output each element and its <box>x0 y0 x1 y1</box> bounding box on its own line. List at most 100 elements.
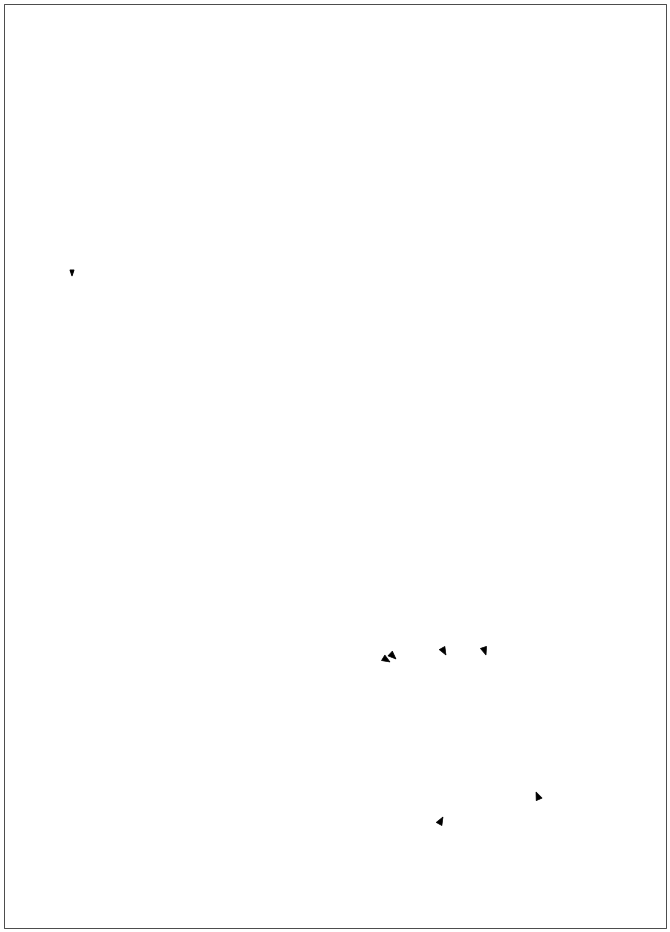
Ellipse shape <box>61 167 83 177</box>
Ellipse shape <box>478 747 508 767</box>
Ellipse shape <box>62 428 82 434</box>
Ellipse shape <box>66 335 78 337</box>
Ellipse shape <box>515 613 531 621</box>
Polygon shape <box>378 667 578 797</box>
Ellipse shape <box>369 94 395 103</box>
Ellipse shape <box>66 83 78 87</box>
Ellipse shape <box>551 73 569 77</box>
Ellipse shape <box>191 16 219 29</box>
Text: P V K 6 4 5 5: P V K 6 4 5 5 <box>585 911 650 920</box>
Ellipse shape <box>68 247 76 251</box>
Bar <box>65 27 79 37</box>
Ellipse shape <box>66 338 78 342</box>
Ellipse shape <box>199 231 211 236</box>
Ellipse shape <box>475 606 491 614</box>
Ellipse shape <box>198 248 212 253</box>
Ellipse shape <box>555 198 565 202</box>
Ellipse shape <box>196 92 214 98</box>
Ellipse shape <box>478 707 508 727</box>
Ellipse shape <box>553 226 567 231</box>
Ellipse shape <box>199 236 211 240</box>
Ellipse shape <box>553 232 567 236</box>
Circle shape <box>74 377 80 381</box>
Bar <box>514 617 532 657</box>
Ellipse shape <box>545 359 575 369</box>
Ellipse shape <box>551 92 569 98</box>
Ellipse shape <box>194 53 216 61</box>
Polygon shape <box>436 817 443 826</box>
Polygon shape <box>480 647 486 655</box>
Ellipse shape <box>65 51 79 57</box>
Bar <box>62 429 82 438</box>
Text: Detail A: Detail A <box>25 517 72 527</box>
Ellipse shape <box>545 295 575 305</box>
Ellipse shape <box>435 605 451 613</box>
Ellipse shape <box>199 227 211 231</box>
Ellipse shape <box>66 129 78 135</box>
Ellipse shape <box>553 210 567 214</box>
Ellipse shape <box>446 597 464 607</box>
Text: A 詳細: A 詳細 <box>25 504 48 514</box>
Ellipse shape <box>368 16 396 29</box>
Ellipse shape <box>383 707 413 727</box>
Ellipse shape <box>66 309 78 313</box>
Ellipse shape <box>64 295 80 299</box>
Ellipse shape <box>369 150 395 159</box>
Ellipse shape <box>526 606 544 614</box>
Bar <box>545 300 575 364</box>
Bar <box>369 99 395 155</box>
Ellipse shape <box>438 814 452 820</box>
Text: C: C <box>402 584 411 597</box>
Ellipse shape <box>66 235 78 239</box>
Ellipse shape <box>196 77 214 83</box>
Ellipse shape <box>190 341 220 351</box>
Bar <box>195 19 215 32</box>
Text: B 詳細: B 詳細 <box>148 360 172 370</box>
Ellipse shape <box>201 262 209 265</box>
Ellipse shape <box>66 320 78 324</box>
Ellipse shape <box>551 77 569 83</box>
Ellipse shape <box>553 237 567 241</box>
Ellipse shape <box>374 88 390 92</box>
Ellipse shape <box>374 77 390 83</box>
Ellipse shape <box>196 88 214 93</box>
Ellipse shape <box>550 54 570 60</box>
Bar <box>555 124 565 200</box>
Ellipse shape <box>428 747 458 767</box>
Ellipse shape <box>64 99 80 105</box>
Ellipse shape <box>553 254 567 259</box>
Circle shape <box>70 377 74 381</box>
Ellipse shape <box>551 82 569 88</box>
Ellipse shape <box>552 267 568 273</box>
Bar <box>200 124 210 200</box>
Ellipse shape <box>555 282 565 285</box>
Ellipse shape <box>390 618 406 626</box>
Bar <box>371 18 393 32</box>
Ellipse shape <box>63 114 81 118</box>
Text: C 詳細: C 詳細 <box>318 204 342 214</box>
Polygon shape <box>536 792 542 801</box>
Ellipse shape <box>390 658 406 666</box>
Ellipse shape <box>199 240 211 244</box>
Polygon shape <box>70 270 74 276</box>
Bar <box>550 18 570 32</box>
Ellipse shape <box>553 247 567 252</box>
Ellipse shape <box>66 342 78 346</box>
Polygon shape <box>578 645 616 797</box>
Text: B: B <box>406 870 416 883</box>
Ellipse shape <box>66 281 78 286</box>
Text: Detail C: Detail C <box>318 217 365 227</box>
Ellipse shape <box>197 108 213 116</box>
Ellipse shape <box>372 55 392 61</box>
Ellipse shape <box>553 241 567 246</box>
Ellipse shape <box>555 110 565 114</box>
Bar <box>190 282 220 346</box>
Bar <box>389 622 407 662</box>
Ellipse shape <box>369 165 395 173</box>
Ellipse shape <box>58 456 86 464</box>
Ellipse shape <box>515 653 531 661</box>
Ellipse shape <box>546 16 574 29</box>
Bar <box>59 351 85 407</box>
Polygon shape <box>440 647 446 655</box>
Text: A: A <box>332 604 341 616</box>
